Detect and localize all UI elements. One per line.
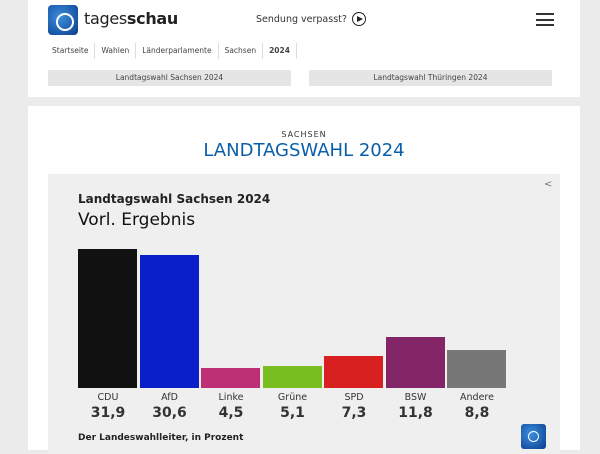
missed-show-link[interactable]: Sendung verpasst? [256,12,366,26]
share-icon[interactable]: < [544,179,553,190]
breadcrumb-item[interactable]: Sachsen [219,43,264,59]
bar-spd [324,356,383,388]
breadcrumb-item[interactable]: Länderparlamente [136,43,219,59]
value-label: 4,5 [218,405,244,421]
header: tagesschau Sendung verpasst? Startseite … [28,0,580,97]
breadcrumb-item[interactable]: Startseite [46,43,96,59]
tab-sachsen[interactable]: Landtagswahl Sachsen 2024 [48,70,291,86]
value-label: 30,6 [152,405,187,421]
breadcrumb: Startseite Wahlen Länderparlamente Sachs… [46,43,297,59]
tab-thueringen[interactable]: Landtagswahl Thüringen 2024 [309,70,552,86]
tagesschau-small-logo [521,424,546,449]
missed-label: Sendung verpasst? [256,13,347,25]
brand-light: tages [84,9,127,28]
bar-cdu [78,249,137,388]
value-label: 11,8 [398,405,433,421]
category-label: Grüne [277,392,308,403]
breadcrumb-item[interactable]: Wahlen [95,43,137,59]
page-title: LANDTAGSWAHL 2024 [203,140,405,161]
value-label: 31,9 [90,405,126,421]
brand-name[interactable]: tagesschau [84,9,178,28]
category-label: AfD [161,392,178,403]
bar-chart: Landtagswahl Sachsen 2024 Vorl. Ergebnis… [48,174,560,454]
breadcrumb-item[interactable]: 2024 [263,43,297,59]
bar-bsw [385,336,445,388]
value-label: 8,8 [464,405,490,421]
bar-grüne [262,365,322,388]
category-label: Linke [218,392,244,403]
category-label: SPD [344,392,364,403]
category-label: Andere [460,392,494,403]
chart-source: Der Landeswahlleiter, in Prozent [78,433,244,443]
hamburger-menu-icon[interactable] [536,13,554,30]
brand-bold: schau [126,9,179,28]
bar-andere [447,349,506,388]
chart-subtitle: Vorl. Ergebnis [78,210,196,230]
value-label: 7,3 [341,405,367,421]
chart-title: Landtagswahl Sachsen 2024 [78,192,271,206]
kicker: SACHSEN [281,130,327,139]
value-label: 5,1 [280,405,305,421]
bar-linke [201,368,260,388]
play-icon [351,12,366,26]
tagesschau-logo[interactable] [48,5,78,35]
bar-afd [139,254,199,388]
category-label: BSW [404,392,427,403]
main-content: SACHSEN LANDTAGSWAHL 2024 Landtagswahl S… [28,106,580,454]
category-label: CDU [97,392,119,403]
